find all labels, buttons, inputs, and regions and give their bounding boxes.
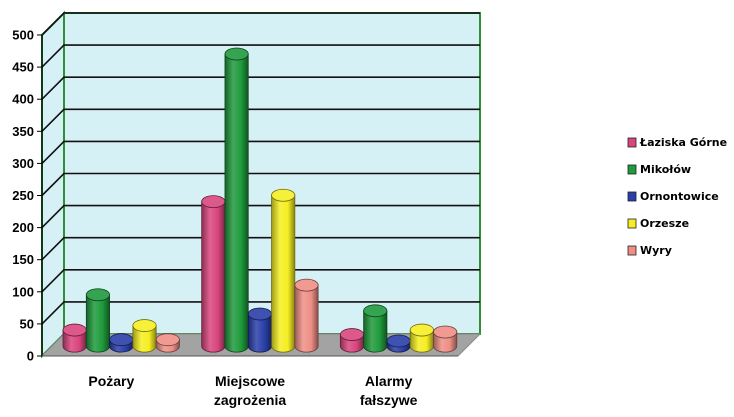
gridline [41, 236, 480, 261]
bar-top [62, 323, 87, 337]
legend-label: Ornontowice [640, 190, 719, 203]
bar-top [224, 47, 249, 61]
legend-item-mikolow: Mikołów [627, 163, 691, 176]
bar-body [294, 284, 319, 353]
x-tick-label-alarmy-falszywe: Alarmy fałszywe [360, 373, 418, 408]
bar-laziska-gorne-pozary [62, 323, 87, 353]
bar-mikolow-pozary [85, 288, 110, 353]
legend-label: Orzesze [640, 217, 689, 230]
legend-item-laziska-gorne: Łaziska Górne [627, 136, 727, 149]
bar-top [363, 304, 388, 318]
legend-swatch [627, 164, 637, 175]
bar-top [132, 319, 157, 332]
y-tick-label: 300 [12, 156, 34, 171]
gridline [41, 76, 480, 100]
y-tick-label: 150 [12, 252, 34, 267]
bar-ornontowice-pozary [109, 333, 134, 353]
bar-body [201, 201, 226, 353]
legend-item-wyry: Wyry [627, 244, 672, 257]
bar-group-miejscowe-zagrozenia [201, 47, 319, 353]
bar-group-pozary [62, 288, 180, 353]
bar-top [386, 334, 411, 348]
gridline [41, 108, 480, 132]
y-tick-label: 200 [12, 220, 34, 235]
legend-label: Łaziska Górne [639, 136, 727, 149]
bar-top [109, 333, 134, 347]
bar-top [247, 307, 272, 321]
bar-top [271, 188, 296, 202]
legend-swatch [627, 137, 637, 148]
bar-top [294, 278, 319, 292]
bars [62, 47, 458, 353]
y-tick-label: 450 [12, 60, 34, 75]
gridline [41, 12, 480, 36]
bar-orzesze-pozary [132, 319, 157, 353]
bar-body [271, 194, 296, 353]
y-tick-label: 100 [12, 284, 34, 299]
legend: Łaziska Górne Mikołów Ornontowice Orzesze Wy… [627, 136, 727, 257]
legend-swatch [627, 191, 637, 202]
gridline [41, 140, 480, 164]
gridline [41, 204, 480, 229]
y-tick-label: 50 [20, 316, 34, 331]
bar-top [155, 333, 180, 347]
gridline [41, 44, 480, 68]
y-tick-label: 350 [12, 124, 34, 139]
y-tick-label: 0 [27, 349, 34, 364]
bar-group-alarmy-falszywe [339, 304, 458, 353]
bar-top [433, 325, 458, 339]
bar-wyry-miejscowe-zagrozenia [294, 278, 319, 353]
legend-item-orzesze: Orzesze [627, 217, 689, 230]
x-tick-label-miejscowe-zagrozenia: Miejscowe zagrożenia [214, 373, 287, 408]
legend-swatch [627, 245, 637, 256]
gridline [41, 172, 480, 197]
bar-body [85, 294, 110, 353]
bar-laziska-gorne-miejscowe-zagrozenia [201, 195, 226, 353]
gridline [41, 268, 480, 293]
y-tick-label: 500 [12, 28, 34, 43]
bar-top [85, 288, 110, 302]
bar-ornontowice-alarmy-falszywe [386, 334, 411, 353]
gridline [41, 301, 480, 325]
bar-orzesze-miejscowe-zagrozenia [271, 188, 296, 353]
legend-label: Mikołów [640, 163, 691, 176]
bar-mikolow-alarmy-falszywe [363, 304, 388, 353]
bar-top [409, 323, 434, 337]
bar-top [339, 328, 365, 341]
bar-laziska-gorne-alarmy-falszywe [339, 328, 365, 353]
y-tick-label: 250 [12, 188, 34, 203]
bar-mikolow-miejscowe-zagrozenia [224, 47, 249, 353]
legend-label: Wyry [640, 244, 672, 257]
x-tick-label-pozary: Pożary [88, 373, 134, 389]
legend-swatch [627, 218, 637, 229]
bar-top [201, 195, 226, 209]
x-axis: Pożary Miejscowe zagrożenia Alarmy fałszywe [42, 355, 458, 408]
bar-wyry-alarmy-falszywe [433, 325, 458, 353]
bar-ornontowice-miejscowe-zagrozenia [247, 307, 272, 353]
bar-orzesze-alarmy-falszywe [409, 323, 434, 353]
bar-wyry-pozary [155, 333, 180, 353]
bar-body [224, 53, 249, 353]
y-axis: 0 50 100 150 200 250 300 350 400 450 500 [12, 28, 43, 364]
gridlines [41, 12, 480, 325]
y-tick-label: 400 [12, 92, 34, 107]
legend-item-ornontowice: Ornontowice [627, 190, 719, 203]
